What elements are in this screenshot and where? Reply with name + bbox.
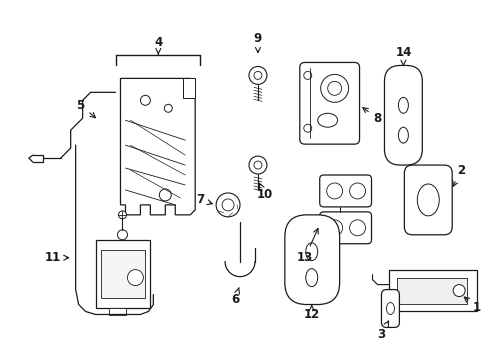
- Circle shape: [328, 81, 342, 95]
- Text: 8: 8: [363, 108, 382, 125]
- Circle shape: [453, 285, 465, 297]
- Text: 7: 7: [196, 193, 212, 206]
- Circle shape: [304, 71, 312, 80]
- Bar: [183, 78, 195, 98]
- Circle shape: [249, 156, 267, 174]
- Text: 10: 10: [257, 183, 273, 202]
- Circle shape: [222, 199, 234, 211]
- FancyBboxPatch shape: [319, 175, 371, 207]
- Circle shape: [141, 95, 150, 105]
- Ellipse shape: [398, 97, 408, 113]
- Ellipse shape: [417, 184, 439, 216]
- Bar: [96, 240, 150, 307]
- Ellipse shape: [398, 127, 408, 143]
- Circle shape: [254, 161, 262, 169]
- Ellipse shape: [306, 243, 318, 261]
- Text: 14: 14: [395, 46, 412, 65]
- Text: 6: 6: [231, 288, 240, 306]
- Bar: [108, 307, 126, 315]
- Text: 2: 2: [453, 163, 465, 186]
- Circle shape: [216, 193, 240, 217]
- Circle shape: [321, 75, 348, 102]
- FancyBboxPatch shape: [319, 212, 371, 244]
- Text: 9: 9: [254, 32, 262, 53]
- FancyBboxPatch shape: [385, 66, 422, 165]
- Circle shape: [349, 220, 366, 236]
- Bar: [100, 250, 146, 298]
- Text: 11: 11: [45, 251, 69, 264]
- Bar: [390, 270, 477, 311]
- Text: 12: 12: [304, 305, 320, 321]
- Circle shape: [249, 67, 267, 84]
- Ellipse shape: [306, 269, 318, 287]
- Text: 3: 3: [377, 321, 389, 341]
- Circle shape: [118, 230, 127, 240]
- Text: 5: 5: [76, 99, 96, 118]
- FancyBboxPatch shape: [382, 289, 399, 328]
- Ellipse shape: [387, 302, 394, 315]
- Circle shape: [254, 71, 262, 80]
- Circle shape: [119, 211, 126, 219]
- FancyBboxPatch shape: [404, 165, 452, 235]
- Bar: [397, 278, 467, 303]
- Text: 13: 13: [296, 229, 318, 264]
- Text: 4: 4: [154, 36, 163, 55]
- Circle shape: [159, 189, 171, 201]
- Circle shape: [327, 183, 343, 199]
- FancyBboxPatch shape: [285, 215, 340, 305]
- Circle shape: [304, 124, 312, 132]
- Circle shape: [127, 270, 144, 285]
- Circle shape: [164, 104, 172, 112]
- Circle shape: [327, 220, 343, 236]
- Polygon shape: [121, 78, 195, 215]
- Text: 1: 1: [465, 297, 481, 314]
- FancyBboxPatch shape: [300, 62, 360, 144]
- Circle shape: [349, 183, 366, 199]
- Ellipse shape: [318, 113, 338, 127]
